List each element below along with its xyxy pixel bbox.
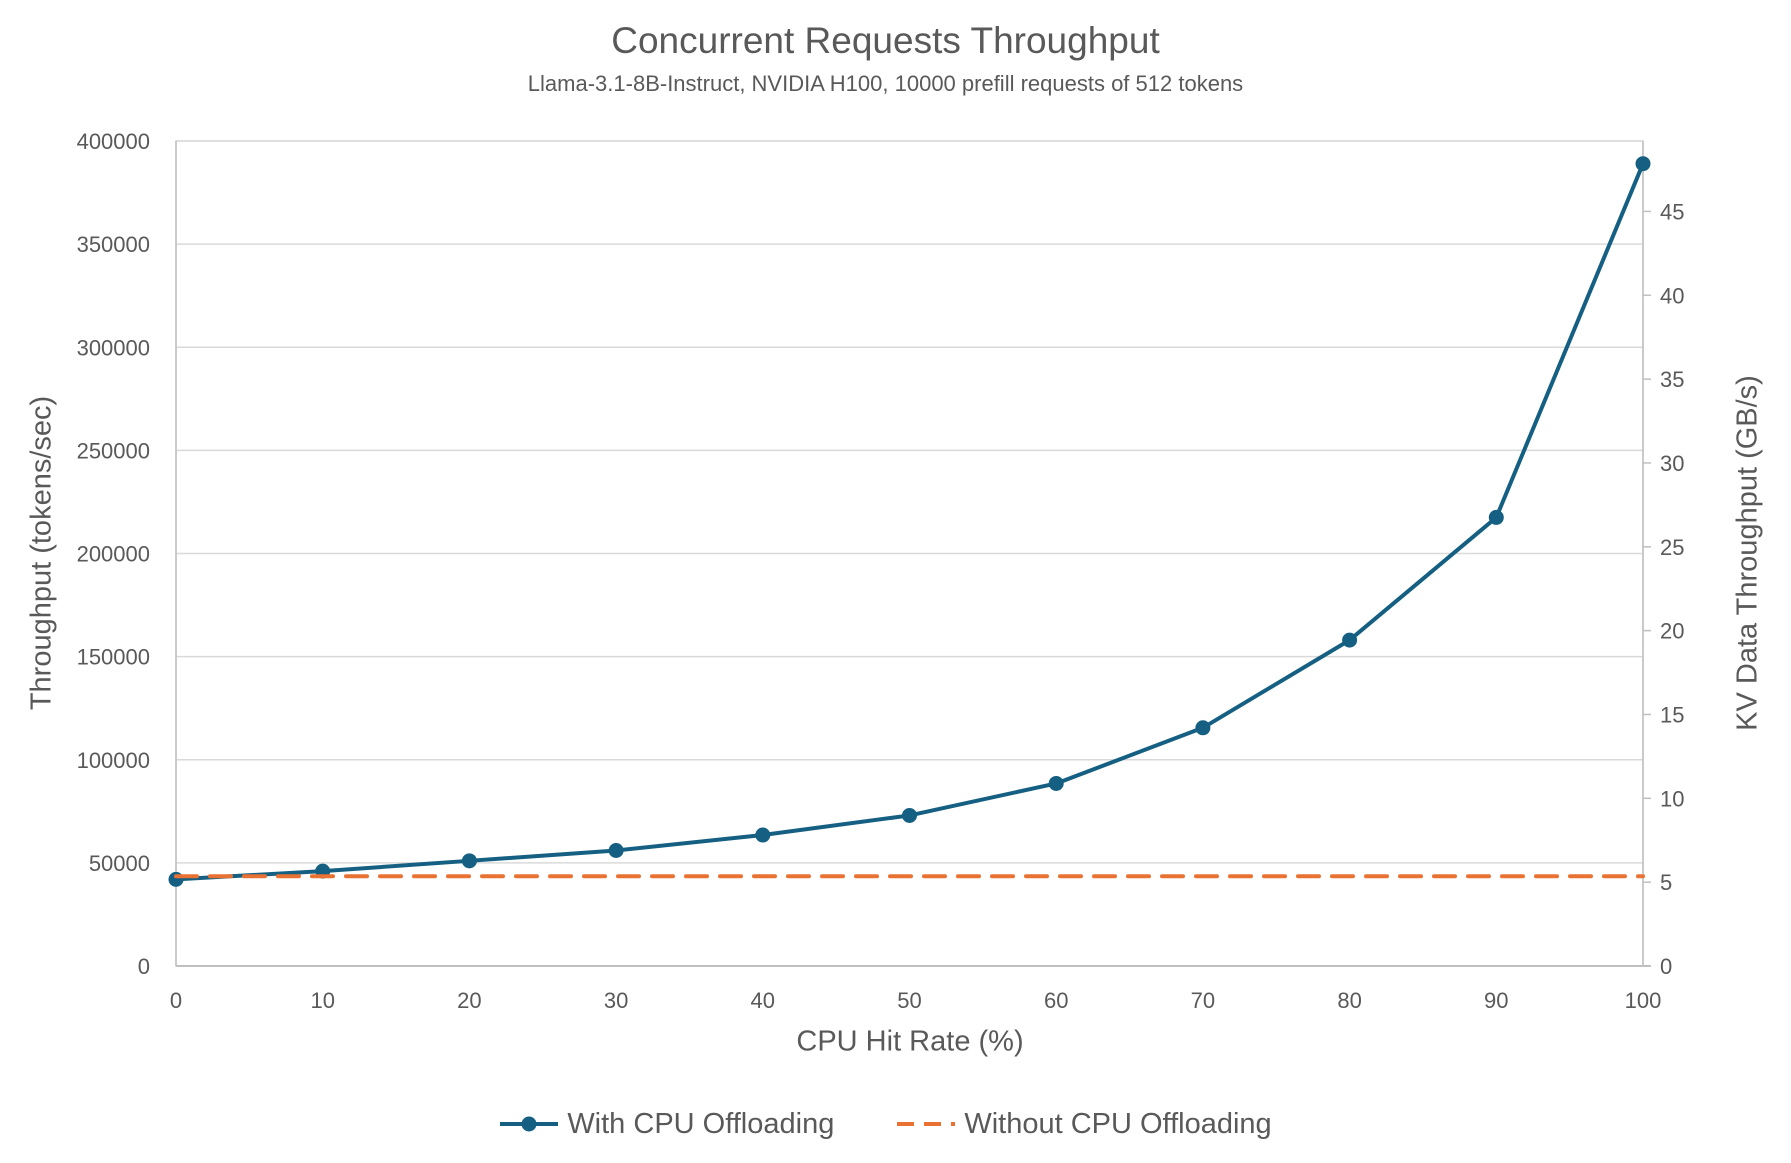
y-axis-title-left: Throughput (tokens/sec)	[25, 395, 58, 711]
data-point[interactable]	[1635, 156, 1651, 172]
y-right-tick-label: 45	[1660, 199, 1684, 224]
x-tick-label: 0	[170, 988, 182, 1013]
y-right-tick-label: 20	[1660, 619, 1684, 644]
x-tick-label: 70	[1191, 988, 1215, 1013]
y-left-tick-label: 50000	[89, 851, 150, 876]
x-tick-label: 100	[1625, 988, 1662, 1013]
data-point[interactable]	[608, 843, 624, 858]
x-tick-label: 90	[1484, 988, 1508, 1013]
y-left-tick-label: 250000	[77, 438, 150, 463]
y-right-tick-label: 30	[1660, 451, 1684, 476]
y-left-tick-label: 300000	[77, 335, 150, 360]
data-point[interactable]	[1048, 775, 1064, 791]
y-right-tick-label: 40	[1660, 283, 1684, 308]
data-point[interactable]	[168, 871, 184, 887]
y-left-tick-label: 150000	[77, 645, 150, 670]
x-tick-label: 40	[751, 988, 775, 1013]
y-left-tick-label: 0	[138, 954, 150, 979]
y-right-tick-label: 0	[1660, 954, 1672, 979]
y-right-tick-label: 15	[1660, 702, 1684, 727]
x-tick-label: 20	[457, 988, 481, 1013]
series-line-0	[174, 161, 1645, 882]
data-point[interactable]	[1195, 720, 1211, 736]
legend-label: With CPU Offloading	[567, 1107, 835, 1140]
y-right-tick-label: 25	[1660, 535, 1684, 560]
x-axis-title: CPU Hit Rate (%)	[796, 1025, 1024, 1058]
y-axis-title-right: KV Data Throughput (GB/s)	[1731, 375, 1764, 731]
chart-title: Concurrent Requests Throughput	[611, 20, 1160, 61]
dashed-line-marker-icon	[897, 1122, 956, 1126]
x-tick-label: 30	[604, 988, 628, 1013]
line-dot-marker-icon	[500, 1116, 559, 1132]
data-point[interactable]	[755, 827, 771, 843]
y-left-tick-label: 100000	[77, 748, 150, 773]
x-tick-label: 10	[310, 988, 334, 1013]
x-tick-label: 80	[1337, 988, 1361, 1013]
data-point[interactable]	[1342, 632, 1358, 648]
y-left-tick-label: 400000	[77, 129, 150, 154]
legend-item-with-cpu-offloading[interactable]: With CPU Offloading	[499, 1108, 834, 1141]
data-point[interactable]	[461, 853, 477, 869]
data-point[interactable]	[1488, 509, 1504, 525]
legend-item-without-cpu-offloading[interactable]: Without CPU Offloading	[896, 1107, 1272, 1141]
y-right-tick-label: 10	[1660, 786, 1684, 811]
y-right-tick-label: 5	[1660, 870, 1672, 895]
legend: With CPU Offloading Without CPU Offloadi…	[0, 1101, 1771, 1147]
x-tick-label: 50	[897, 988, 921, 1013]
data-point[interactable]	[902, 807, 917, 823]
y-left-tick-label: 200000	[77, 542, 150, 567]
chart-subtitle: Llama-3.1-8B-Instruct, NVIDIA H100, 1000…	[527, 71, 1244, 96]
legend-label: Without CPU Offloading	[964, 1107, 1272, 1140]
x-tick-label: 60	[1044, 988, 1068, 1013]
y-left-tick-label: 350000	[77, 232, 150, 257]
y-right-tick-label: 35	[1660, 367, 1684, 392]
